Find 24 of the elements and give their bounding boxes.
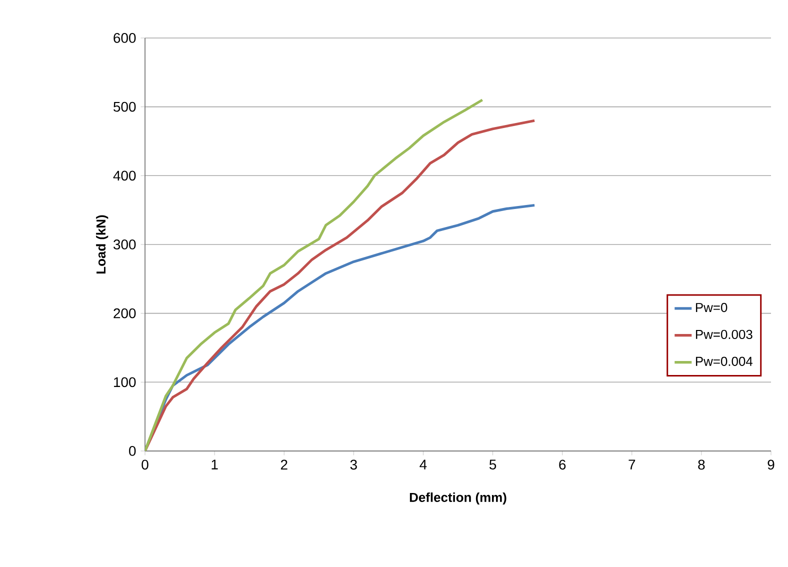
x-tick-label: 6	[559, 460, 566, 470]
x-tick-label: 7	[628, 460, 636, 470]
x-tick-label: 0	[142, 460, 148, 470]
x-tick-label: 5	[489, 460, 496, 470]
y-axis-title: Load (kN)	[96, 215, 108, 274]
line-series	[145, 119, 536, 451]
y-tick-label: 600	[114, 33, 136, 43]
line-series	[145, 98, 484, 451]
x-tick-label: 3	[350, 460, 357, 470]
x-tick-label: 4	[420, 460, 427, 470]
legend-label: Pw=0.004	[696, 356, 753, 366]
y-tick-label: 300	[114, 240, 136, 250]
x-tick-label: 2	[280, 460, 288, 470]
legend-label: Pw=0	[696, 302, 728, 312]
legend-label: Pw=0.003	[696, 330, 752, 340]
x-axis-title: Deflection (mm)	[410, 492, 506, 505]
x-tick-label: 9	[768, 460, 774, 470]
y-tick-label: 400	[113, 170, 136, 181]
x-tick-label: 1	[212, 460, 218, 470]
x-tick-label: 8	[698, 460, 705, 470]
y-tick-label: 100	[114, 377, 136, 388]
y-tick-label: 200	[114, 308, 136, 318]
y-tick-label: 500	[114, 102, 136, 112]
y-tick-label: 0	[129, 446, 136, 456]
